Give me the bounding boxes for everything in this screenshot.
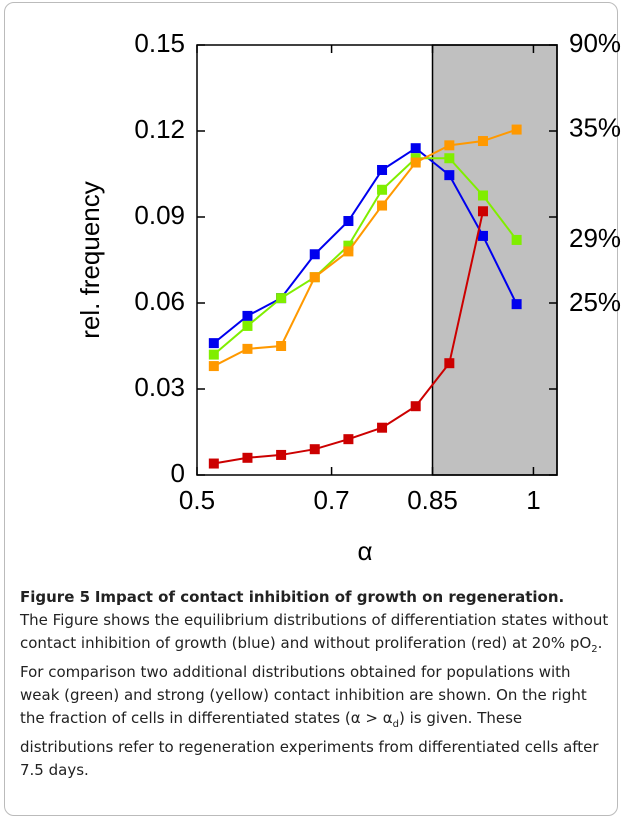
marker bbox=[343, 240, 354, 251]
marker bbox=[343, 216, 354, 227]
marker bbox=[477, 136, 488, 147]
marker bbox=[242, 310, 253, 321]
marker bbox=[309, 444, 320, 455]
caption-text-part: . For comparison two additional distribu… bbox=[20, 634, 603, 727]
marker bbox=[276, 293, 287, 304]
caption-title: Impact of contact inhibition of growth o… bbox=[94, 588, 565, 606]
marker bbox=[511, 234, 522, 245]
x-tick-label: 0.5 bbox=[179, 485, 215, 515]
subscript: d bbox=[392, 719, 399, 730]
marker bbox=[208, 458, 219, 469]
caption-label: Figure 5 bbox=[20, 588, 91, 606]
x-tick-label: 1 bbox=[526, 485, 540, 515]
end-label: 25% bbox=[569, 287, 621, 317]
caption-text-part: ) is given. These distributions refer to… bbox=[20, 709, 599, 779]
marker bbox=[377, 184, 388, 195]
marker bbox=[309, 272, 320, 283]
x-tick-label: 0.7 bbox=[314, 485, 350, 515]
series-line bbox=[213, 128, 517, 367]
marker bbox=[208, 361, 219, 372]
caption-text: The Figure shows the equilibrium distrib… bbox=[20, 611, 608, 779]
marker bbox=[377, 164, 388, 175]
y-tick-label: 0.12 bbox=[134, 114, 185, 144]
marker bbox=[242, 320, 253, 331]
y-tick-label: 0.06 bbox=[134, 286, 185, 316]
marker bbox=[343, 246, 354, 257]
marker bbox=[343, 434, 354, 445]
caption-text-part: The Figure shows the equilibrium distrib… bbox=[20, 611, 609, 652]
marker bbox=[444, 140, 455, 151]
marker bbox=[477, 190, 488, 201]
marker bbox=[410, 157, 421, 168]
y-tick-label: 0.09 bbox=[134, 200, 185, 230]
marker bbox=[276, 341, 287, 351]
end-label: 35% bbox=[569, 112, 621, 142]
series-line bbox=[213, 146, 518, 344]
marker bbox=[410, 401, 421, 412]
end-label: 29% bbox=[569, 223, 621, 253]
y-tick-label: 0.03 bbox=[134, 372, 185, 402]
x-axis-label: α bbox=[357, 536, 372, 566]
figure-frame bbox=[4, 2, 618, 816]
marker bbox=[242, 452, 253, 463]
marker bbox=[511, 124, 522, 135]
marker bbox=[410, 143, 421, 154]
y-axis-label: rel. frequency bbox=[75, 181, 105, 339]
marker bbox=[276, 449, 287, 460]
marker bbox=[477, 206, 488, 217]
plot-frame bbox=[196, 44, 558, 476]
marker bbox=[444, 358, 455, 369]
marker bbox=[377, 200, 388, 211]
marker bbox=[208, 338, 219, 349]
marker bbox=[477, 230, 488, 241]
marker bbox=[444, 170, 455, 181]
marker bbox=[242, 343, 253, 354]
marker bbox=[511, 299, 522, 310]
x-tick-label: 0.85 bbox=[407, 485, 458, 515]
plot-area bbox=[208, 124, 522, 469]
marker bbox=[208, 349, 219, 360]
series-line bbox=[213, 157, 518, 356]
y-tick-label: 0.15 bbox=[134, 28, 185, 58]
caption: Figure 5 Impact of contact inhibition of… bbox=[20, 586, 610, 782]
marker bbox=[444, 153, 455, 164]
y-tick-label: 0 bbox=[171, 458, 185, 488]
chart: α rel. frequency 0 0.03 0.06 0.09 0.12 0.15 0.… bbox=[75, 28, 621, 566]
subscript: 2 bbox=[591, 644, 598, 655]
end-label: 90% bbox=[569, 28, 621, 58]
marker bbox=[377, 422, 388, 433]
marker bbox=[309, 249, 320, 260]
